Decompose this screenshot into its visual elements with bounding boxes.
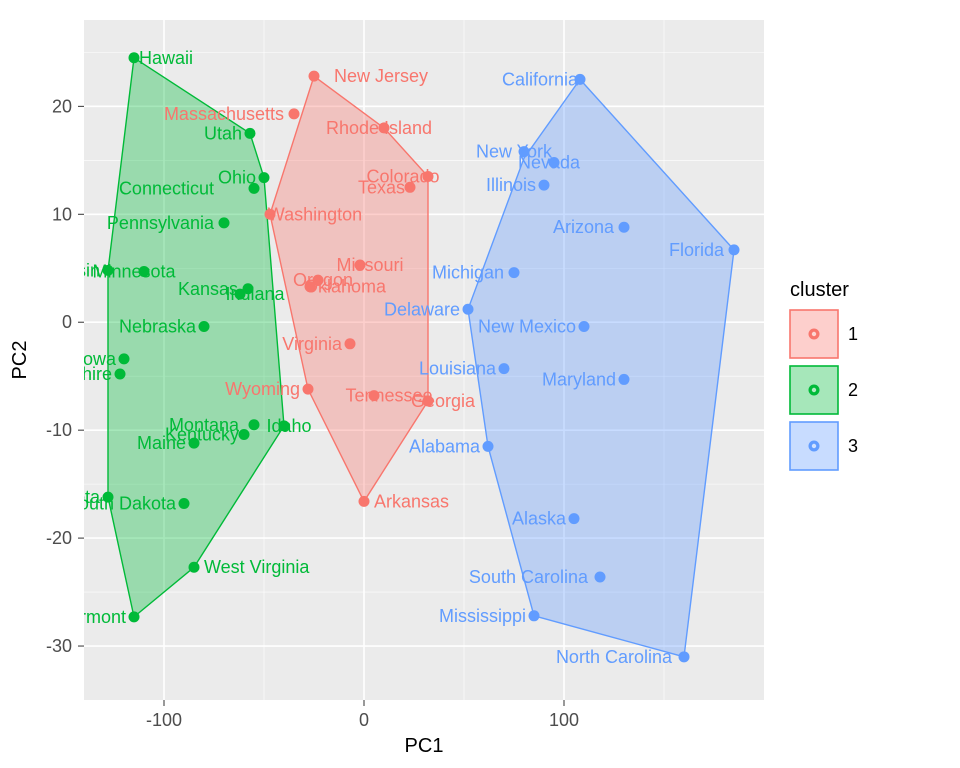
data-point-label: North Carolina bbox=[556, 647, 673, 667]
data-point bbox=[303, 384, 314, 395]
data-point-label: Michigan bbox=[432, 263, 504, 283]
data-point bbox=[345, 338, 356, 349]
data-point bbox=[189, 438, 200, 449]
data-point-label: Vermont bbox=[59, 607, 126, 627]
data-point bbox=[289, 108, 300, 119]
y-tick-label: -10 bbox=[46, 420, 72, 440]
data-point bbox=[189, 562, 200, 573]
data-point-label: South Dakota bbox=[67, 494, 177, 514]
data-point-label: Maryland bbox=[542, 369, 616, 389]
data-point-label: Oklahoma bbox=[304, 277, 387, 297]
data-point bbox=[579, 321, 590, 332]
data-point-label: Minnesota bbox=[92, 261, 176, 281]
data-point-label: New Mexico bbox=[478, 317, 576, 337]
data-point bbox=[115, 369, 126, 380]
data-point bbox=[405, 182, 416, 193]
x-tick-label: 100 bbox=[549, 710, 579, 730]
data-point bbox=[679, 651, 690, 662]
data-point-label: Washington bbox=[268, 204, 362, 224]
legend-label: 1 bbox=[848, 324, 858, 344]
legend-key-dot-inner bbox=[812, 388, 816, 392]
data-point bbox=[129, 52, 140, 63]
data-point-label: Maine bbox=[137, 433, 186, 453]
data-point bbox=[119, 353, 130, 364]
legend-label: 2 bbox=[848, 380, 858, 400]
x-axis-title: PC1 bbox=[405, 735, 444, 757]
data-point bbox=[129, 611, 140, 622]
data-point-label: Indiana bbox=[225, 284, 285, 304]
legend: cluster 1 2 3 bbox=[790, 279, 858, 470]
data-point-label: Georgia bbox=[411, 391, 476, 411]
data-point-label: Rhode Island bbox=[326, 118, 432, 138]
data-point-label: Nebraska bbox=[119, 317, 197, 337]
legend-title: cluster bbox=[790, 279, 849, 301]
data-point-label: Massachusetts bbox=[164, 104, 284, 124]
data-point bbox=[619, 374, 630, 385]
y-tick-label: 0 bbox=[62, 312, 72, 332]
data-point-label: Arizona bbox=[553, 217, 615, 237]
data-point-label: Hawaii bbox=[139, 48, 193, 68]
data-point bbox=[179, 498, 190, 509]
legend-key-dot-inner bbox=[812, 332, 816, 336]
data-point-label: Connecticut bbox=[119, 178, 214, 198]
data-point-label: West Virginia bbox=[204, 557, 310, 577]
data-point bbox=[239, 429, 250, 440]
data-point bbox=[529, 610, 540, 621]
data-point bbox=[463, 304, 474, 315]
data-point bbox=[259, 172, 270, 183]
data-point-label: Illinois bbox=[486, 175, 536, 195]
data-point bbox=[569, 513, 580, 524]
data-point-label: Mississippi bbox=[439, 606, 526, 626]
data-point-label: South Carolina bbox=[469, 567, 589, 587]
y-tick-label: 20 bbox=[52, 96, 72, 116]
y-tick-label: -20 bbox=[46, 528, 72, 548]
data-point bbox=[499, 363, 510, 374]
data-point-label: New Jersey bbox=[334, 66, 428, 86]
x-tick-label: -100 bbox=[146, 710, 182, 730]
y-tick-label: 10 bbox=[52, 204, 72, 224]
legend-key-dot-inner bbox=[812, 444, 816, 448]
data-point-label: Pennsylvania bbox=[107, 213, 215, 233]
data-point-label: Florida bbox=[669, 240, 725, 260]
y-tick-label: -30 bbox=[46, 636, 72, 656]
data-point bbox=[509, 267, 520, 278]
data-point bbox=[249, 183, 260, 194]
data-point-label: Idaho bbox=[266, 416, 311, 436]
data-point bbox=[359, 496, 370, 507]
data-point-label: Alabama bbox=[409, 436, 481, 456]
x-tick-label: 0 bbox=[359, 710, 369, 730]
data-point-label: California bbox=[502, 69, 579, 89]
data-point-label: Wyoming bbox=[225, 379, 300, 399]
data-point-label: Virginia bbox=[282, 334, 343, 354]
data-point bbox=[729, 244, 740, 255]
legend-label: 3 bbox=[848, 436, 858, 456]
data-point-label: Texas bbox=[358, 177, 405, 197]
data-point-label: Alaska bbox=[512, 509, 567, 529]
data-point-label: Nevada bbox=[518, 152, 581, 172]
data-point-label: Arkansas bbox=[374, 491, 449, 511]
data-point bbox=[249, 419, 260, 430]
data-point bbox=[245, 128, 256, 139]
data-point bbox=[219, 217, 230, 228]
data-point bbox=[619, 222, 630, 233]
data-point bbox=[595, 571, 606, 582]
data-point-label: Louisiana bbox=[419, 359, 497, 379]
cluster-scatter-chart: Hawaii New Jersey California Massachusetts R… bbox=[0, 0, 960, 768]
y-axis-title: PC2 bbox=[9, 341, 31, 380]
data-point bbox=[309, 71, 320, 82]
data-point-label: Delaware bbox=[384, 299, 460, 319]
data-point bbox=[539, 180, 550, 191]
data-point bbox=[483, 441, 494, 452]
data-point bbox=[199, 321, 210, 332]
data-point-label: Utah bbox=[204, 123, 242, 143]
data-point-label: Wisconsin bbox=[18, 260, 100, 280]
